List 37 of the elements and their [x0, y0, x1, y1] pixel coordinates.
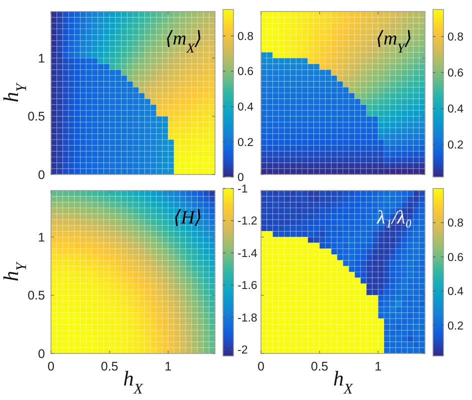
- color-bar-label: 0.4: [448, 104, 464, 116]
- x-tick-label: 0: [48, 360, 55, 374]
- text: λ₁/λ₀: [376, 208, 412, 228]
- color-bar-label: 0.8: [448, 218, 464, 230]
- text: ⟨H⟩: [173, 208, 202, 228]
- color-bar-label: 0.6: [448, 68, 464, 80]
- color-bar-label: 0.6: [448, 252, 464, 264]
- x-tick-label: 0: [258, 360, 265, 374]
- y-tick-label: 0: [38, 346, 46, 361]
- color-bar-label: 0: [238, 172, 244, 184]
- color-bar-label: 0.8: [238, 30, 254, 43]
- text: ⟨m$_{Y}$⟩: [376, 28, 412, 55]
- color-bar-label: 0.8: [448, 32, 464, 44]
- x-tick-label: 1: [164, 360, 172, 374]
- color-bar-label: 0.6: [238, 66, 254, 78]
- y-tick-label: 0.5: [28, 288, 46, 303]
- x-axis-title: h$_{X}$: [123, 366, 144, 398]
- color-bar-label: 0.2: [448, 140, 464, 152]
- x-tick-label: 0.5: [100, 360, 118, 374]
- x-axis-title: h$_{X}$: [333, 366, 354, 398]
- y-tick-label: 1: [38, 51, 46, 66]
- y-tick-label: 1: [38, 230, 46, 244]
- y-tick-label: 0: [38, 168, 46, 182]
- color-bar-label: -1.2: [238, 216, 258, 228]
- color-bar-label: 0.4: [238, 102, 254, 114]
- text: ⟨m$_{X}$⟩: [165, 28, 202, 55]
- y-tick-label: 0.5: [28, 110, 46, 124]
- color-bar-label: -1.4: [238, 248, 258, 260]
- color-bar-label: 0.4: [448, 286, 464, 298]
- color-bar-label: 0.2: [238, 136, 254, 149]
- x-tick-label: 1: [374, 360, 382, 374]
- color-bar-label: -1: [238, 184, 248, 196]
- color-bar-label: 0.2: [448, 320, 464, 332]
- color-bar-label: -1.6: [238, 280, 258, 292]
- color-bar-label: -2: [238, 344, 248, 357]
- color-bar-label: -1.8: [238, 312, 258, 324]
- x-tick-label: 0.5: [310, 360, 328, 374]
